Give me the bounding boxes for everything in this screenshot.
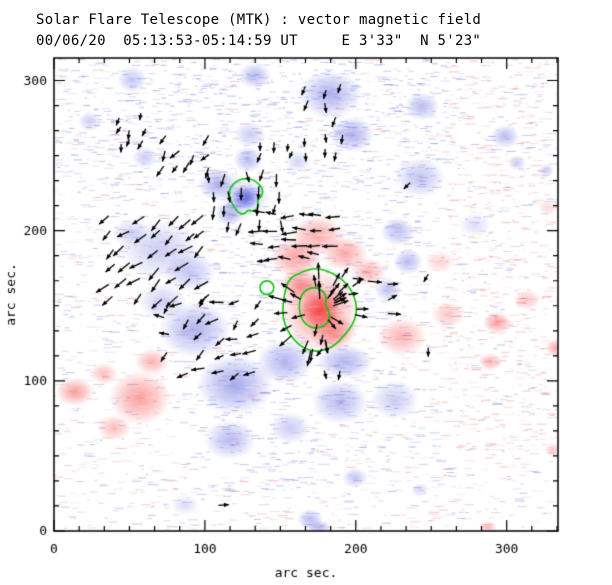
plot-subtitle: 00/06/20 05:13:53-05:14:59 UT E 3'33" N …: [36, 33, 482, 49]
plot-title: Solar Flare Telescope (MTK) : vector mag…: [36, 12, 482, 28]
